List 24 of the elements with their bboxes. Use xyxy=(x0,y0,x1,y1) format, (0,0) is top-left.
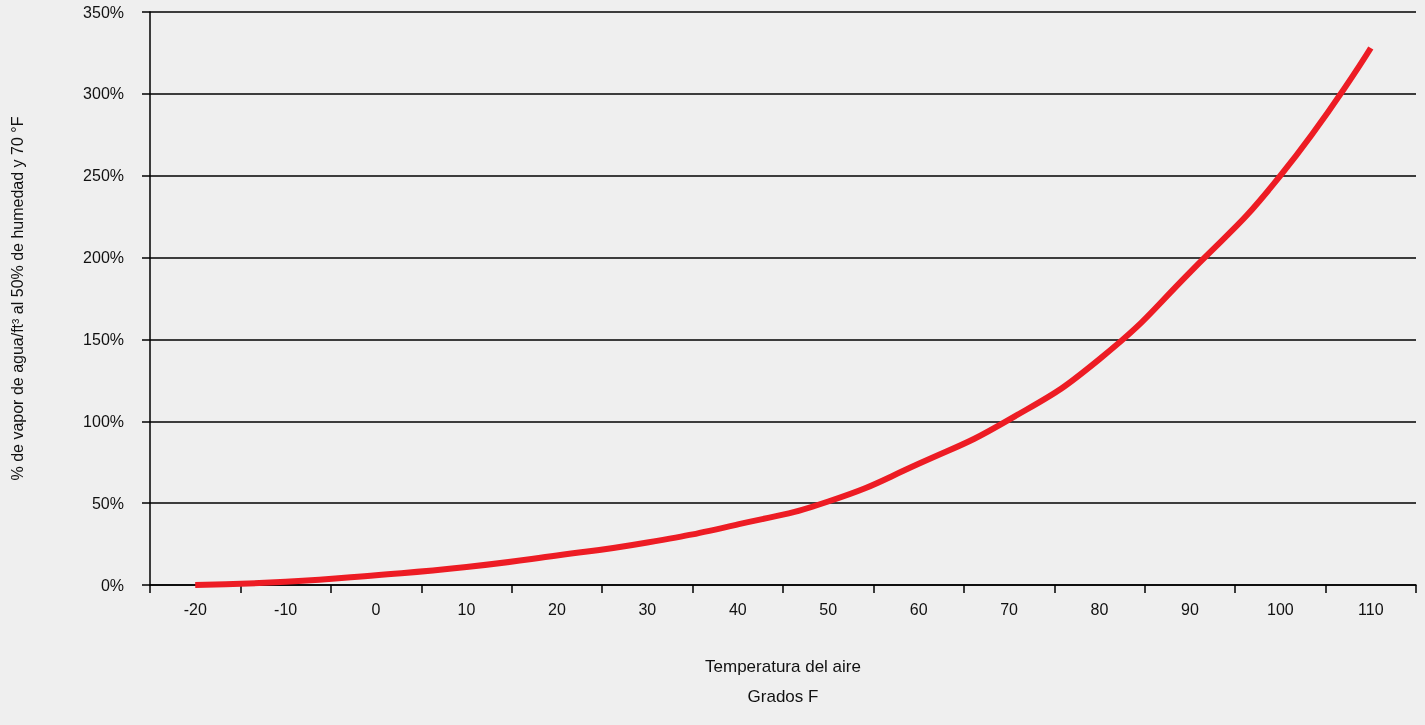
x-tick-label: 40 xyxy=(728,600,747,618)
x-tick-label: 110 xyxy=(1358,600,1384,618)
y-tick-label: 350% xyxy=(83,3,124,21)
x-tick-label: 60 xyxy=(909,600,928,618)
x-tick-label: 30 xyxy=(638,600,657,618)
x-tick-label: 100 xyxy=(1267,600,1294,618)
x-tick-label: 20 xyxy=(548,600,566,618)
y-tick-label: 100% xyxy=(83,412,124,430)
x-tick-label: -20 xyxy=(183,600,207,618)
x-tick-label: 10 xyxy=(457,600,476,618)
y-tick-label: 250% xyxy=(83,167,124,185)
x-tick-label: -10 xyxy=(274,600,298,618)
x-tick-label: 90 xyxy=(1181,600,1199,618)
y-axis-title: % de vapor de agua/ft³ al 50% de humedad y 70 °F xyxy=(8,116,26,481)
x-tick-label: 50 xyxy=(819,600,838,618)
y-tick-label: 0% xyxy=(100,576,124,594)
x-tick-label: 0 xyxy=(371,600,381,618)
y-tick-label: 50% xyxy=(91,494,124,512)
y-tick-label: 200% xyxy=(83,249,124,267)
y-tick-label: 300% xyxy=(83,85,124,103)
x-tick-label: 80 xyxy=(1090,600,1109,618)
x-tick-label: 70 xyxy=(1000,600,1019,618)
x-axis-title: Temperatura del aire Grados F xyxy=(705,656,861,706)
y-tick-label: 150% xyxy=(83,330,124,348)
